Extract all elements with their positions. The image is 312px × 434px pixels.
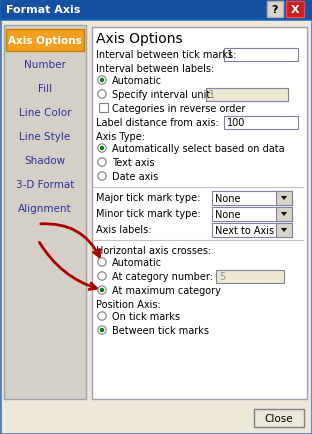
Text: Between tick marks: Between tick marks bbox=[112, 325, 209, 335]
Bar bbox=[216, 270, 284, 283]
Bar bbox=[276, 207, 292, 221]
Bar bbox=[224, 117, 298, 130]
Text: Horizontal axis crosses:: Horizontal axis crosses: bbox=[96, 246, 211, 256]
Circle shape bbox=[100, 288, 104, 293]
Text: Axis Options: Axis Options bbox=[96, 32, 183, 46]
Bar bbox=[212, 191, 292, 206]
Bar bbox=[224, 49, 298, 62]
Circle shape bbox=[98, 326, 106, 335]
Text: At category number:: At category number: bbox=[112, 271, 213, 281]
Text: Next to Axis: Next to Axis bbox=[215, 226, 274, 236]
Text: Text axis: Text axis bbox=[112, 158, 154, 168]
Text: Automatic: Automatic bbox=[112, 257, 162, 267]
Text: ?: ? bbox=[272, 5, 278, 15]
Circle shape bbox=[98, 172, 106, 181]
Circle shape bbox=[98, 272, 106, 280]
Polygon shape bbox=[281, 213, 287, 217]
Text: Automatically select based on data: Automatically select based on data bbox=[112, 144, 285, 154]
Text: Position Axis:: Position Axis: bbox=[96, 299, 161, 309]
Circle shape bbox=[98, 312, 106, 320]
Text: 5: 5 bbox=[219, 272, 225, 282]
Text: None: None bbox=[215, 210, 241, 220]
Circle shape bbox=[98, 145, 106, 153]
Text: Axis labels:: Axis labels: bbox=[96, 224, 152, 234]
Text: Label distance from axis:: Label distance from axis: bbox=[96, 118, 219, 128]
Text: 3-D Format: 3-D Format bbox=[16, 180, 74, 190]
Bar bbox=[286, 2, 304, 18]
Text: None: None bbox=[215, 194, 241, 204]
Text: On tick marks: On tick marks bbox=[112, 311, 180, 321]
Text: Minor tick mark type:: Minor tick mark type: bbox=[96, 208, 201, 218]
Circle shape bbox=[98, 77, 106, 85]
Text: Format Axis: Format Axis bbox=[6, 5, 80, 15]
Text: Line Color: Line Color bbox=[19, 108, 71, 118]
Bar bbox=[212, 207, 292, 221]
Polygon shape bbox=[281, 228, 287, 233]
Bar bbox=[4, 26, 86, 399]
Bar bbox=[99, 104, 108, 113]
Text: 1: 1 bbox=[227, 50, 233, 60]
Circle shape bbox=[100, 328, 104, 332]
Bar bbox=[6, 30, 84, 52]
Bar bbox=[206, 89, 288, 102]
Bar bbox=[0, 0, 312, 20]
Bar bbox=[267, 2, 283, 18]
Bar bbox=[92, 28, 307, 399]
Circle shape bbox=[98, 258, 106, 266]
Text: Close: Close bbox=[265, 413, 293, 423]
Bar bbox=[276, 224, 292, 237]
Circle shape bbox=[98, 91, 106, 99]
Text: Fill: Fill bbox=[38, 84, 52, 94]
Text: 100: 100 bbox=[227, 118, 245, 128]
Text: Alignment: Alignment bbox=[18, 204, 72, 214]
Circle shape bbox=[98, 286, 106, 295]
Bar bbox=[276, 191, 292, 206]
Text: Interval between tick marks:: Interval between tick marks: bbox=[96, 50, 236, 60]
Text: Shadow: Shadow bbox=[24, 156, 66, 166]
Text: Date axis: Date axis bbox=[112, 171, 158, 181]
Text: Number: Number bbox=[24, 60, 66, 70]
Bar bbox=[212, 224, 292, 237]
Text: 1: 1 bbox=[209, 90, 215, 100]
Circle shape bbox=[100, 146, 104, 151]
Text: Axis Type:: Axis Type: bbox=[96, 132, 145, 141]
Text: Specify interval unit:: Specify interval unit: bbox=[112, 90, 213, 100]
Polygon shape bbox=[281, 197, 287, 201]
Circle shape bbox=[98, 158, 106, 167]
Text: Axis Options: Axis Options bbox=[8, 36, 82, 46]
Text: X: X bbox=[291, 5, 299, 15]
Text: Categories in reverse order: Categories in reverse order bbox=[112, 104, 245, 114]
Text: Interval between labels:: Interval between labels: bbox=[96, 64, 214, 74]
Text: Major tick mark type:: Major tick mark type: bbox=[96, 193, 200, 203]
Text: At maximum category: At maximum category bbox=[112, 285, 221, 295]
Bar bbox=[254, 409, 304, 427]
Text: Automatic: Automatic bbox=[112, 76, 162, 86]
Circle shape bbox=[100, 79, 104, 83]
Text: Line Style: Line Style bbox=[19, 132, 71, 141]
